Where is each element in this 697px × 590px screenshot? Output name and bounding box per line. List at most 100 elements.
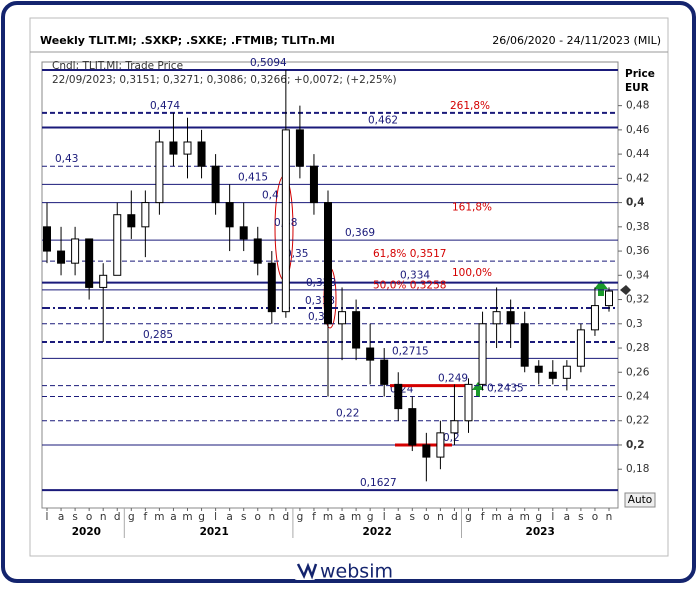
x-tick-label: l bbox=[214, 511, 217, 523]
candle-body bbox=[71, 238, 80, 264]
candle-body bbox=[548, 371, 557, 379]
x-tick-label: f bbox=[143, 511, 147, 523]
x-tick-label: s bbox=[410, 511, 415, 523]
last-price-marker bbox=[620, 285, 631, 295]
x-tick-label: g bbox=[535, 511, 542, 523]
y-tick-label: 0,24 bbox=[626, 391, 650, 403]
x-tick-label: a bbox=[226, 511, 232, 523]
y-tick-label: 0,36 bbox=[626, 245, 650, 257]
x-tick-label: n bbox=[606, 511, 613, 523]
y-tick-label: 0,3 bbox=[626, 318, 643, 330]
x-tick-label: a bbox=[170, 511, 176, 523]
legend-line: 22/09/2023; 0,3151; 0,3271; 0,3086; 0,32… bbox=[52, 74, 397, 86]
y-tick-label: 0,38 bbox=[626, 221, 649, 233]
y-tick-label: 0,42 bbox=[626, 172, 649, 184]
x-tick-label: a bbox=[339, 511, 345, 523]
candle-body bbox=[99, 274, 108, 288]
y-tick-label: 0,18 bbox=[626, 463, 649, 475]
level-label: 0,22 bbox=[336, 408, 359, 420]
x-tick-label: o bbox=[592, 511, 598, 523]
level-label: 0,5094 bbox=[250, 57, 287, 69]
level-label: 0,3 bbox=[308, 311, 325, 323]
x-tick-label: o bbox=[255, 511, 261, 523]
year-label: 2021 bbox=[200, 526, 229, 538]
level-label: 0,415 bbox=[238, 171, 268, 183]
x-tick-label: d bbox=[451, 511, 458, 523]
candle-body bbox=[450, 420, 459, 434]
x-tick-label: l bbox=[46, 511, 49, 523]
candle-body bbox=[57, 250, 66, 264]
auto-button[interactable] bbox=[624, 492, 656, 508]
x-tick-label: g bbox=[128, 511, 135, 523]
candle-body bbox=[183, 141, 192, 155]
x-tick-label: a bbox=[564, 511, 570, 523]
date-range: 26/06/2020 - 24/11/2023 (MIL) bbox=[492, 34, 661, 47]
x-tick-label: n bbox=[100, 511, 107, 523]
candle-body bbox=[408, 408, 417, 446]
y-tick-label: 0,44 bbox=[626, 148, 650, 160]
candle-body bbox=[464, 383, 473, 422]
level-label: 0,462 bbox=[368, 114, 398, 126]
x-tick-label: s bbox=[578, 511, 583, 523]
year-label: 2022 bbox=[363, 526, 392, 538]
candle-body bbox=[155, 141, 164, 204]
candle-body bbox=[211, 165, 220, 204]
x-tick-label: s bbox=[241, 511, 246, 523]
candle-body bbox=[436, 432, 445, 458]
candle-body bbox=[394, 383, 403, 410]
year-label: 2023 bbox=[526, 526, 555, 538]
candle-body bbox=[43, 226, 51, 252]
level-label: 0,4 bbox=[262, 190, 279, 202]
x-tick-label: d bbox=[114, 511, 121, 523]
annotation: 0,2435 bbox=[487, 382, 524, 394]
y-tick-label: 0,26 bbox=[626, 366, 650, 378]
fib-label: 50,0% 0,3258 bbox=[373, 280, 446, 292]
footer-logo: websim bbox=[294, 560, 393, 583]
plot-frame bbox=[41, 61, 619, 509]
y-tick-label: 0,32 bbox=[626, 294, 649, 306]
candle-body bbox=[605, 290, 613, 307]
level-label: 0,35 bbox=[285, 248, 308, 260]
level-label: 0,2715 bbox=[392, 345, 429, 357]
x-tick-label: g bbox=[465, 511, 472, 523]
candle-body bbox=[127, 214, 136, 228]
candle-body bbox=[141, 202, 150, 228]
x-tick-label: m bbox=[491, 511, 501, 523]
y-tick-label: 0,22 bbox=[626, 415, 649, 427]
chart-title: Weekly TLIT.MI; .SXKP; .SXKE; .FTMIB; TL… bbox=[40, 34, 335, 47]
level-label: 0,369 bbox=[345, 227, 375, 239]
candle-body bbox=[478, 323, 487, 385]
level-label: 0,334 bbox=[400, 270, 430, 282]
x-tick-label: n bbox=[268, 511, 275, 523]
candle-body bbox=[338, 311, 347, 325]
x-tick-label: f bbox=[481, 511, 485, 523]
x-tick-label: a bbox=[507, 511, 513, 523]
candle-body bbox=[562, 365, 571, 379]
level-label: 0,474 bbox=[150, 100, 180, 112]
panel bbox=[29, 17, 669, 557]
x-tick-label: a bbox=[395, 511, 401, 523]
candle-body bbox=[113, 214, 122, 276]
candle-body bbox=[534, 365, 543, 373]
x-tick-label: l bbox=[551, 511, 554, 523]
y-tick-label: 0,4 bbox=[626, 197, 645, 209]
y-tick-label: 0,2 bbox=[626, 439, 645, 451]
candle-body bbox=[324, 202, 332, 325]
x-tick-label: o bbox=[423, 511, 429, 523]
candle-body bbox=[295, 129, 304, 167]
fib-label: 161,8% bbox=[452, 202, 492, 214]
level-label: 0,285 bbox=[143, 329, 173, 341]
candle-body bbox=[225, 202, 234, 228]
x-tick-label: n bbox=[437, 511, 444, 523]
x-tick-label: f bbox=[312, 511, 316, 523]
fib-label: 261,8% bbox=[450, 100, 490, 112]
logo-icon bbox=[296, 562, 318, 580]
x-tick-label: l bbox=[383, 511, 386, 523]
x-tick-label: m bbox=[182, 511, 192, 523]
candle-body bbox=[590, 305, 599, 331]
auto-button-label[interactable]: Auto bbox=[628, 494, 652, 506]
fib-label: 100,0% bbox=[452, 267, 492, 279]
candle-body bbox=[506, 311, 515, 325]
candle-body bbox=[576, 329, 585, 367]
